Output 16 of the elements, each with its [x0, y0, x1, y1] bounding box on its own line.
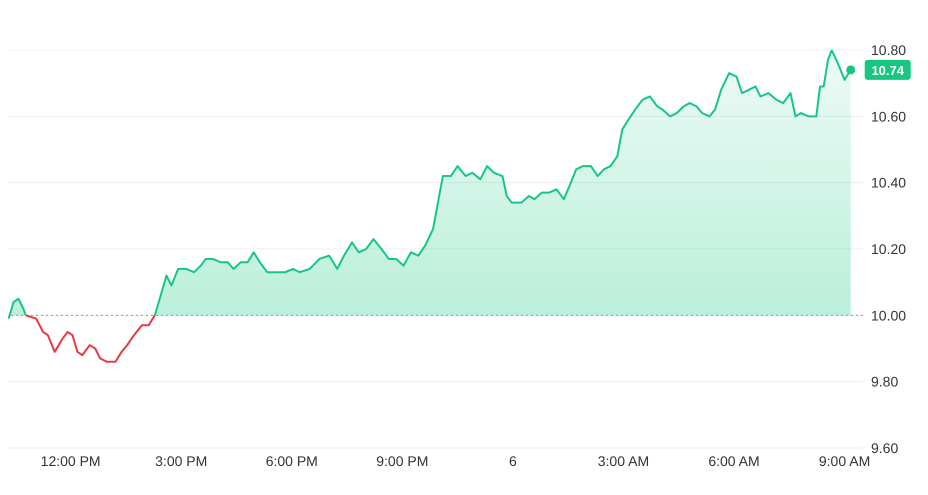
x-tick-label: 6	[508, 452, 517, 469]
x-tick-label: 3:00 AM	[598, 452, 650, 469]
x-tick-label: 3:00 PM	[155, 452, 208, 469]
y-tick-label: 10.20	[871, 240, 906, 257]
y-tick-label: 10.40	[871, 174, 906, 191]
y-tick-label: 10.00	[871, 307, 906, 324]
x-tick-label: 9:00 PM	[376, 452, 428, 469]
annotation: 10.74	[871, 62, 905, 78]
y-tick-label: 9.80	[871, 374, 898, 390]
y-tick-label: 10.60	[871, 108, 906, 124]
y-tick-label: 10.80	[871, 42, 906, 58]
x-tick-label: 6:00 PM	[266, 452, 318, 469]
x-tick-label: 9:00 AM	[818, 452, 870, 469]
x-tick-label: 6:00 AM	[708, 452, 760, 469]
y-tick-label: 9.60	[871, 440, 898, 456]
x-tick-label: 12:00 PM	[40, 452, 101, 469]
